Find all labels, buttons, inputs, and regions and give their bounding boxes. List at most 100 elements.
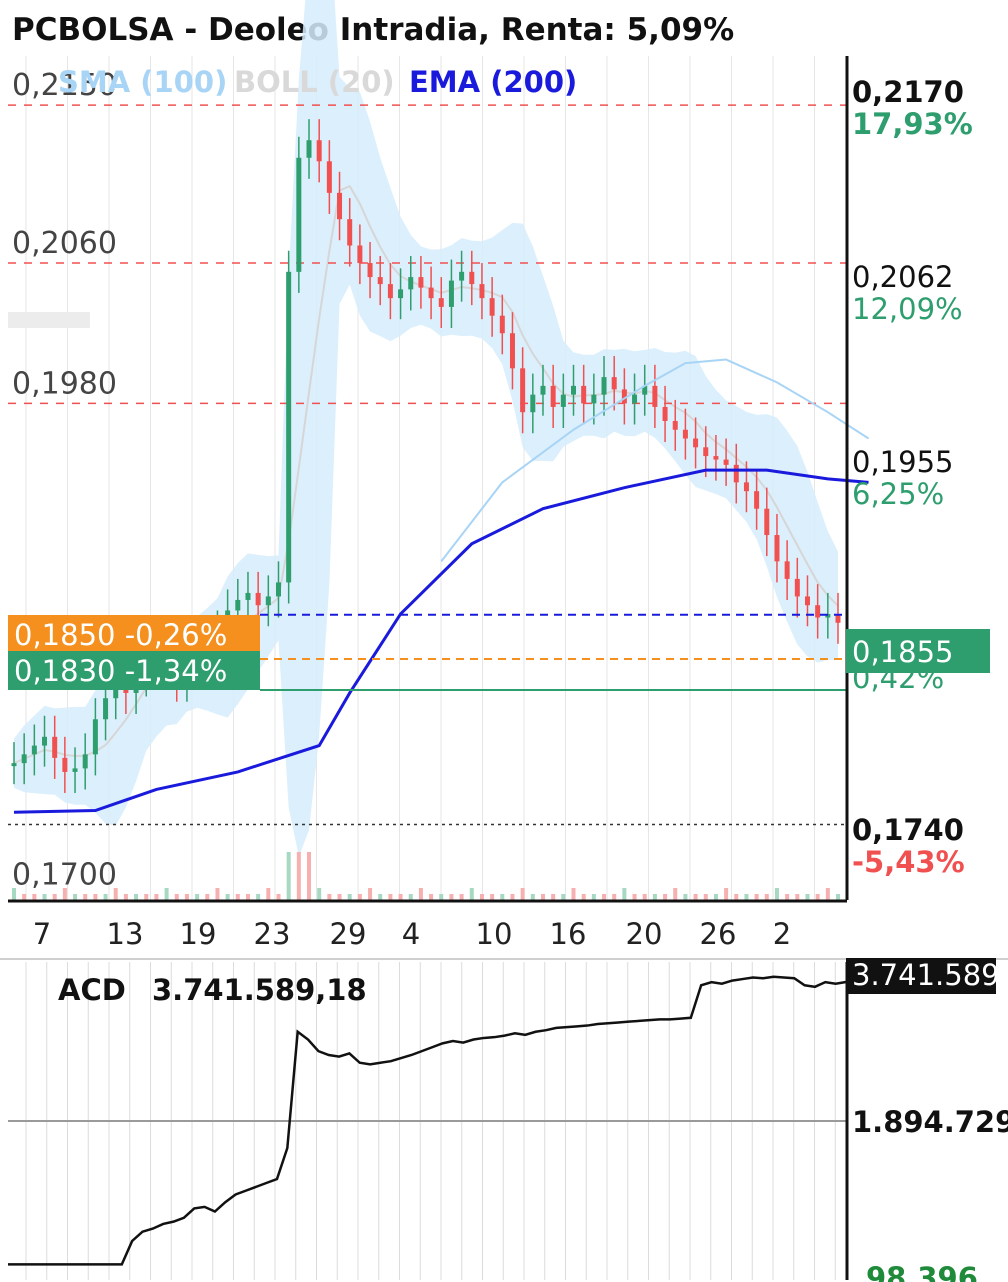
candle-body bbox=[398, 289, 404, 299]
volume-bar bbox=[347, 894, 352, 900]
candle-body bbox=[316, 140, 322, 162]
right-pct-label: -5,43% bbox=[852, 845, 965, 879]
candle-body bbox=[245, 592, 251, 600]
volume-bar bbox=[174, 894, 179, 900]
x-tick-label: 23 bbox=[254, 917, 291, 951]
candle-body bbox=[337, 192, 343, 220]
volume-bar bbox=[754, 894, 759, 900]
volume-bar bbox=[327, 894, 332, 900]
left-price-label: 0,1700 bbox=[12, 858, 117, 893]
volume-bar bbox=[479, 894, 484, 900]
candle-body bbox=[448, 280, 454, 307]
candle-body bbox=[438, 298, 444, 307]
volume-bar bbox=[734, 894, 739, 900]
candle-body bbox=[591, 394, 597, 404]
current-price-label: 0,1855 bbox=[852, 635, 953, 669]
orange-level-tag bbox=[8, 615, 260, 651]
candle-body bbox=[662, 406, 668, 421]
candle-body bbox=[581, 385, 587, 404]
volume-bar bbox=[561, 894, 566, 900]
volume-bar bbox=[215, 888, 220, 900]
candle-body bbox=[275, 582, 281, 597]
candle-body bbox=[540, 385, 546, 395]
candle-body bbox=[326, 161, 332, 193]
acd-value: 3.741.589,18 bbox=[152, 973, 367, 1007]
candle-body bbox=[743, 482, 749, 492]
x-tick-label: 10 bbox=[476, 917, 513, 951]
volume-bar bbox=[388, 894, 393, 900]
candle-body bbox=[794, 578, 800, 597]
right-price-label: 0,1740 bbox=[852, 813, 964, 847]
candle-body bbox=[286, 271, 292, 583]
volume-bar bbox=[22, 894, 27, 900]
volume-bar bbox=[398, 894, 403, 900]
x-tick-label: 13 bbox=[107, 917, 144, 951]
volume-bar bbox=[469, 888, 474, 900]
candle-body bbox=[428, 287, 434, 299]
volume-bar bbox=[378, 894, 383, 900]
volume-bar bbox=[42, 894, 47, 900]
volume-bar bbox=[785, 894, 790, 900]
candles bbox=[11, 119, 841, 793]
candle-body bbox=[784, 561, 790, 579]
candle-body bbox=[92, 719, 98, 755]
left-price-label: 0,1980 bbox=[12, 366, 117, 401]
candle-body bbox=[703, 447, 709, 457]
candle-body bbox=[21, 754, 27, 764]
candle-body bbox=[693, 438, 699, 448]
candle-body bbox=[642, 385, 648, 395]
right-pct-label: 6,25% bbox=[852, 477, 944, 511]
candle-body bbox=[713, 456, 719, 460]
candle-body bbox=[652, 385, 658, 407]
candle-body bbox=[815, 605, 821, 618]
volume-bar bbox=[144, 894, 149, 900]
volume-bar bbox=[256, 894, 261, 900]
right-price-label: 0,1955 bbox=[852, 445, 953, 479]
volume-bar bbox=[245, 894, 250, 900]
candle-body bbox=[601, 377, 607, 395]
volume-bar bbox=[500, 894, 505, 900]
current-price-tag bbox=[846, 629, 990, 673]
x-tick-label: 4 bbox=[402, 917, 420, 951]
candle-body bbox=[31, 745, 37, 755]
volume-bar bbox=[530, 894, 535, 900]
candle-body bbox=[520, 368, 526, 413]
volume-bar bbox=[286, 852, 291, 900]
acd-line bbox=[8, 975, 847, 1266]
volume-bar bbox=[103, 894, 108, 900]
acd-current-label: 3.741.589 bbox=[852, 958, 1000, 992]
volume-bar bbox=[571, 888, 576, 900]
volume-bar bbox=[123, 894, 128, 900]
volume-bar bbox=[805, 894, 810, 900]
candle-body bbox=[418, 277, 424, 288]
candle-body bbox=[479, 284, 485, 299]
candle-body bbox=[306, 140, 312, 158]
volume-bar bbox=[836, 894, 840, 900]
acd-bottom-label: 98.396 bbox=[866, 1261, 978, 1282]
candle-body bbox=[62, 757, 68, 772]
volume-bar bbox=[12, 888, 16, 900]
candle-body bbox=[357, 245, 363, 264]
right-price-label: 0,2062 bbox=[852, 260, 953, 294]
candle-body bbox=[489, 298, 495, 316]
legend-item: EMA (200) bbox=[409, 65, 577, 99]
volume-bar bbox=[673, 888, 678, 900]
acd-mid-label: 1.894.729 bbox=[852, 1105, 1008, 1139]
volume-bar bbox=[490, 894, 495, 900]
candle-body bbox=[387, 284, 393, 299]
volume-bar bbox=[540, 894, 545, 900]
candle-body bbox=[52, 736, 58, 758]
volume-bar bbox=[459, 894, 464, 900]
x-tick-label: 20 bbox=[626, 917, 663, 951]
volume-bar bbox=[449, 894, 454, 900]
candle-body bbox=[560, 394, 566, 407]
volume-bar bbox=[683, 894, 688, 900]
volume-bar bbox=[225, 894, 230, 900]
volume-bar bbox=[134, 894, 139, 900]
volume-bar bbox=[591, 894, 596, 900]
right-pct-label: 17,93% bbox=[852, 107, 973, 141]
candle-body bbox=[296, 157, 302, 272]
candle-body bbox=[459, 271, 465, 281]
faded-label-block bbox=[8, 312, 90, 328]
